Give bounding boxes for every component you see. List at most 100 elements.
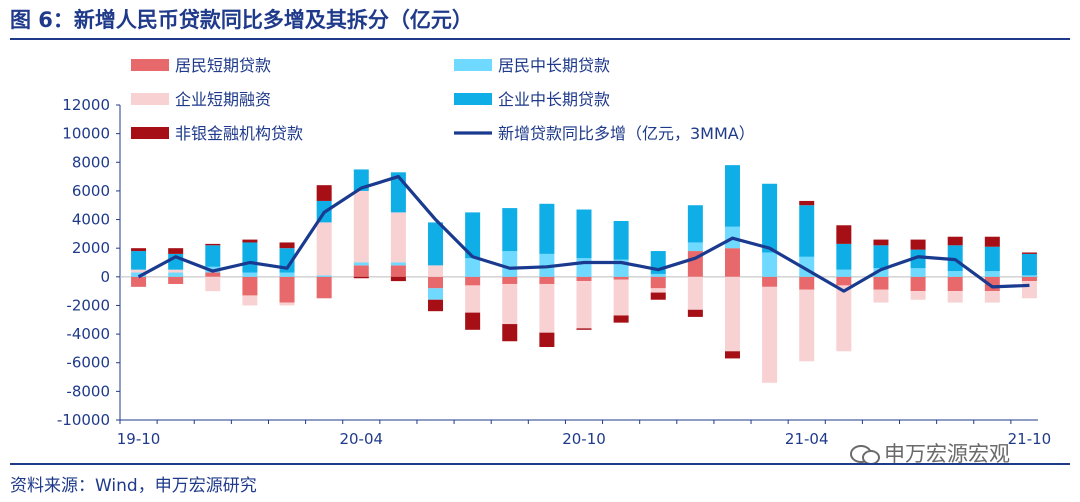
bar-corporate_mid_long (205, 245, 221, 267)
bar-household_short (650, 276, 666, 289)
bar-corporate_mid_long (576, 209, 592, 259)
bar-corporate_mid_long (465, 212, 481, 259)
y-tick-label: -4000 (66, 325, 110, 343)
x-tick-label: 20-10 (562, 430, 606, 448)
bar-corporate_short (465, 285, 481, 313)
bar-corporate_mid_long (502, 208, 518, 252)
bar-nonbank (873, 239, 889, 246)
bar-corporate_mid_long (984, 246, 1000, 272)
bar-corporate_short (650, 288, 666, 293)
bar-nonbank (502, 324, 518, 342)
bar-household_mid_long (502, 251, 518, 277)
bar-corporate_short (205, 276, 221, 292)
bar-household_short (947, 276, 963, 292)
legend-swatch-household_short (131, 59, 169, 71)
bar-household_mid_long (242, 272, 258, 277)
y-tick-label: 8000 (72, 153, 110, 171)
bar-household_short (1021, 276, 1037, 282)
bar-nonbank (242, 239, 258, 243)
y-tick-label: 2000 (72, 239, 110, 257)
bar-nonbank (984, 236, 1000, 247)
bar-corporate_short (539, 283, 555, 333)
bar-corporate_short (762, 286, 778, 383)
y-tick-label: -6000 (66, 354, 110, 372)
x-tick-label: 21-10 (1008, 430, 1052, 448)
bar-household_short (724, 248, 740, 277)
bar-nonbank (205, 243, 221, 246)
bar-nonbank (799, 200, 815, 206)
bar-corporate_mid_long (613, 220, 629, 260)
axes-layer: -10000 -8000 -6000 -4000 -2000 0 2000 4000 6000 8… (57, 96, 1051, 448)
bar-household_mid_long (390, 262, 406, 266)
x-tick-label: 20-04 (339, 430, 383, 448)
legend-label-corporate_short: 企业短期融资 (175, 90, 271, 109)
bar-corporate_short (316, 222, 332, 276)
y-tick-label: 6000 (72, 182, 110, 200)
bar-corporate_short (873, 289, 889, 303)
bar-household_short (428, 276, 444, 289)
bar-household_mid_long (131, 272, 147, 277)
line-layer (137, 174, 1030, 293)
bar-household_mid_long (910, 268, 926, 277)
y-tick-label: -8000 (66, 382, 110, 400)
bar-household_mid_long (465, 258, 481, 277)
bar-corporate_short (910, 291, 926, 300)
bar-corporate_short (576, 281, 592, 329)
bar-household_short (873, 276, 889, 290)
bar-corporate_short (687, 276, 703, 310)
bar-nonbank (131, 248, 147, 252)
bar-corporate_short (947, 291, 963, 303)
bar-household_mid_long (168, 272, 184, 277)
bar-household_short (353, 265, 369, 277)
y-tick-label: 12000 (62, 96, 110, 114)
bar-nonbank (168, 248, 184, 254)
bar-corporate_mid_long (724, 165, 740, 227)
bar-household_mid_long (873, 268, 889, 277)
bar-household_mid_long (316, 275, 332, 277)
bar-nonbank (316, 185, 332, 201)
legend-label-line: 新增贷款同比多增（亿元，3MMA） (498, 124, 755, 143)
bar-household_short (279, 276, 295, 303)
watermark-text: 申万宏源宏观 (884, 442, 1010, 466)
bar-household_mid_long (279, 272, 295, 277)
bar-household_short (910, 276, 926, 292)
line-series-3mma (137, 174, 1030, 293)
bar-household_mid_long (353, 262, 369, 266)
footer-divider (10, 463, 1070, 465)
bar-household_short (762, 276, 778, 287)
bar-corporate_mid_long (687, 205, 703, 243)
bar-household_short (205, 272, 221, 277)
legend-swatch-nonbank (131, 127, 169, 139)
y-tick-label: -10000 (57, 411, 110, 429)
y-tick-label: -2000 (66, 296, 110, 314)
bar-corporate_mid_long (1021, 253, 1037, 276)
x-tick-label: 19-10 (117, 430, 161, 448)
bar-household_mid_long (984, 271, 1000, 277)
bar-corporate_short (724, 276, 740, 352)
bar-corporate_short (131, 269, 147, 273)
bar-household_short (242, 276, 258, 296)
bar-household_short (576, 276, 592, 282)
bar-household_short (613, 276, 629, 280)
bar-corporate_mid_long (428, 222, 444, 266)
bar-corporate_short (1021, 281, 1037, 299)
bar-household_mid_long (947, 271, 963, 277)
bar-household_short (799, 276, 815, 290)
bar-household_short (539, 276, 555, 284)
bar-corporate_short (613, 279, 629, 316)
y-tick-label: 4000 (72, 211, 110, 229)
bar-nonbank (947, 236, 963, 246)
bar-household_short (390, 265, 406, 277)
bar-household_mid_long (428, 288, 444, 300)
chat-bubble-icon (850, 443, 880, 465)
bar-nonbank (279, 242, 295, 249)
bar-nonbank (390, 276, 406, 282)
bar-nonbank (1021, 252, 1037, 254)
legend-swatch-corporate_short (131, 93, 169, 105)
bar-corporate_mid_long (242, 242, 258, 273)
bar-corporate_short (390, 212, 406, 263)
x-tick-label: 21-04 (785, 430, 829, 448)
title-divider (10, 38, 1070, 40)
legend-label-household_short: 居民短期贷款 (175, 56, 271, 75)
